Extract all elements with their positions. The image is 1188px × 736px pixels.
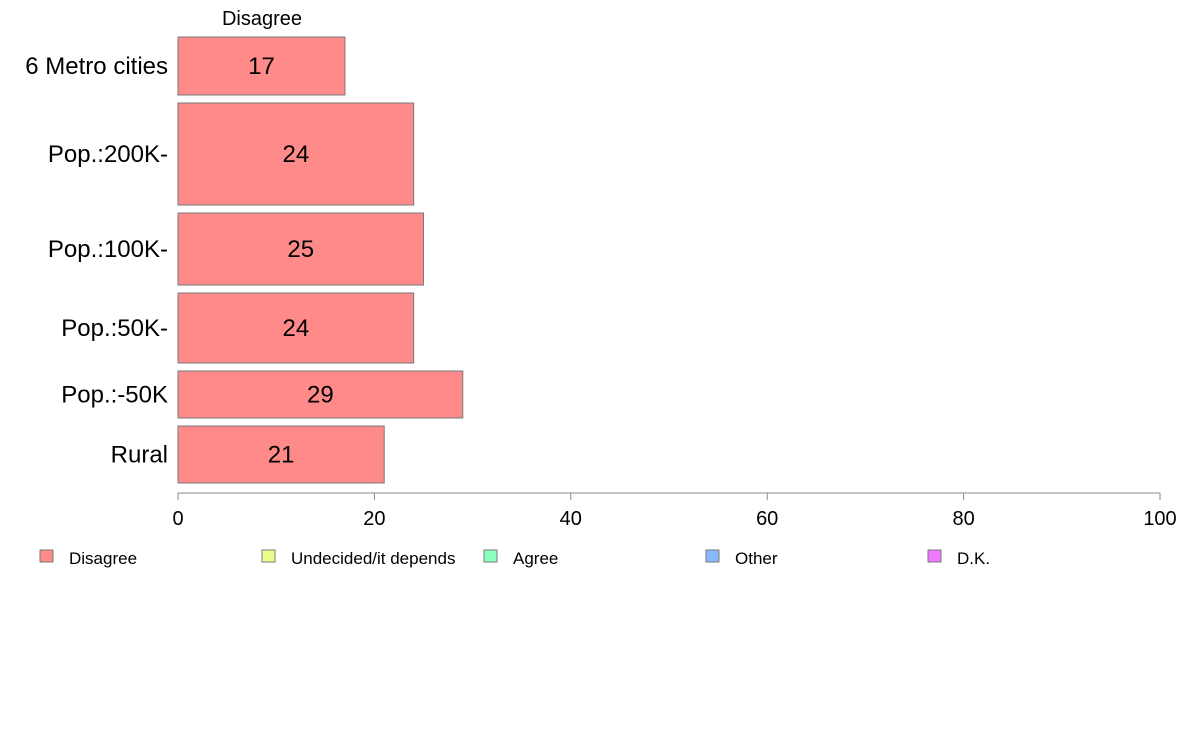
legend-label: Agree	[513, 549, 558, 568]
bars-group	[177, 36, 464, 484]
legend: Disagree Undecided/it depends Agree Other D.…	[39, 549, 990, 568]
category-label: Pop.:100K-	[48, 236, 168, 263]
bar-segment	[177, 292, 415, 364]
x-tick-label: 40	[560, 508, 582, 530]
bar-segment	[177, 102, 415, 206]
column-header: Disagree	[222, 8, 302, 30]
bar-segment	[177, 370, 464, 419]
value-label: 24	[282, 315, 309, 342]
x-tick-label: 100	[1143, 508, 1176, 530]
x-tick-label: 20	[363, 508, 385, 530]
bar-segment	[177, 36, 346, 96]
value-label: 21	[268, 442, 295, 469]
category-label: Rural	[111, 442, 168, 469]
category-labels: 6 Metro cities Pop.:200K- Pop.:100K- Pop.:5…	[25, 53, 168, 469]
legend-swatch	[39, 549, 54, 563]
legend-swatch	[483, 549, 498, 563]
x-tick-label: 0	[172, 508, 183, 530]
legend-swatch	[927, 549, 942, 563]
category-label: Pop.:-50K	[61, 382, 168, 409]
x-tick-label: 80	[952, 508, 974, 530]
legend-label: Disagree	[69, 549, 137, 568]
bar-segment	[177, 212, 424, 286]
value-label: 24	[282, 141, 309, 168]
x-axis: 0 20 40 60 80 100	[172, 492, 1177, 530]
value-label: 17	[248, 53, 275, 80]
x-tick-label: 60	[756, 508, 778, 530]
legend-label: Undecided/it depends	[291, 549, 455, 568]
legend-swatch	[261, 549, 276, 563]
bar-segment	[177, 425, 385, 484]
legend-label: D.K.	[957, 549, 990, 568]
category-label: 6 Metro cities	[25, 53, 168, 80]
legend-swatch	[705, 549, 720, 563]
category-label: Pop.:50K-	[61, 315, 168, 342]
category-label: Pop.:200K-	[48, 141, 168, 168]
legend-label: Other	[735, 549, 778, 568]
value-label: 25	[287, 236, 314, 263]
value-label: 29	[307, 382, 334, 409]
value-labels: 17 24 25 24 29 21	[248, 53, 334, 469]
